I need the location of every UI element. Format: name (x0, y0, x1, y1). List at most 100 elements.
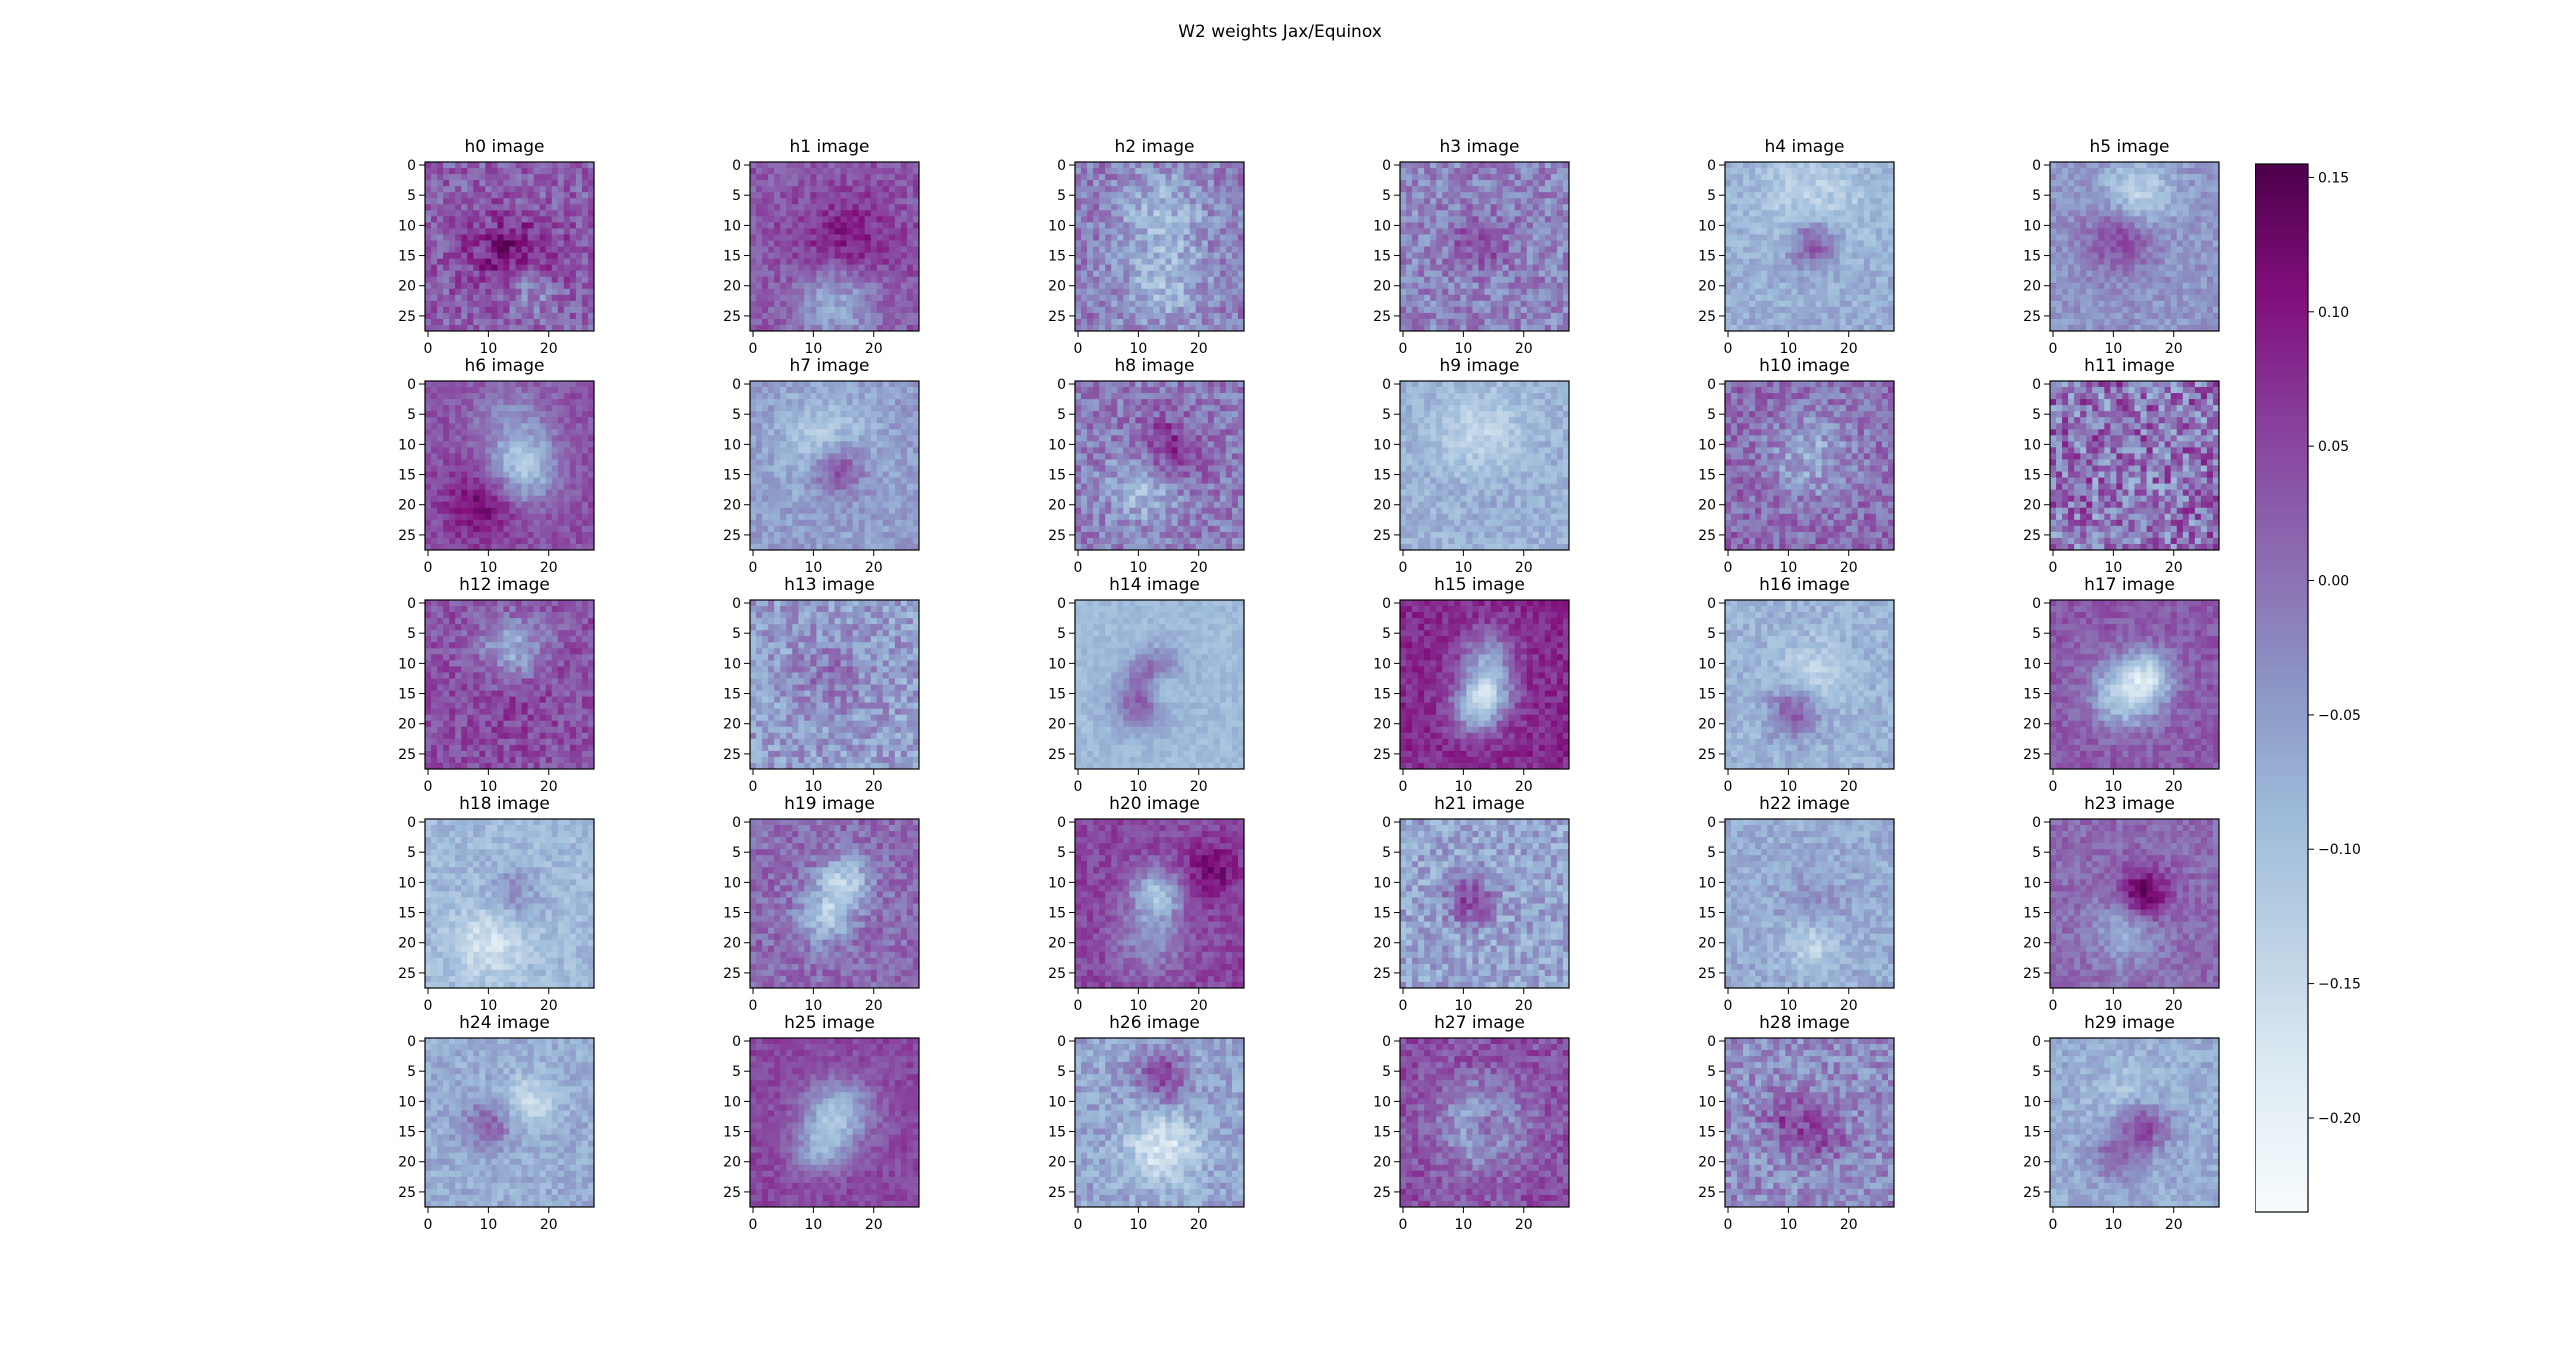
heatmap-cell (1111, 186, 1118, 193)
heatmap-cell (1159, 324, 1166, 332)
heatmap-cell (2116, 174, 2123, 181)
heatmap-cell (1845, 258, 1853, 266)
heatmap-cell (1087, 318, 1094, 326)
heatmap-cell (840, 234, 847, 241)
heatmap-cell (1117, 204, 1124, 211)
heatmap-cell (1725, 288, 1732, 296)
heatmap-cell (431, 216, 438, 223)
heatmap-cell (1887, 276, 1895, 284)
heatmap-cell (1189, 294, 1197, 302)
heatmap-cell (1400, 174, 1407, 181)
heatmap-cell (1183, 168, 1191, 175)
heatmap-cell (2194, 216, 2202, 223)
heatmap-cell (1087, 246, 1094, 253)
heatmap-cell (527, 387, 535, 394)
heatmap-cell (2068, 228, 2075, 235)
heatmap-cell (1460, 246, 1467, 253)
heatmap-cell (1219, 168, 1227, 175)
heatmap-cell (1556, 270, 1564, 278)
heatmap-cell (2164, 312, 2172, 320)
heatmap-cell (539, 288, 547, 296)
heatmap-cell (2170, 210, 2178, 217)
heatmap-cell (1111, 198, 1118, 205)
heatmap-cell (1147, 270, 1154, 278)
heatmap-cell (1815, 306, 1822, 314)
heatmap-cell (1207, 198, 1215, 205)
heatmap-cell (828, 294, 835, 302)
heatmap-cell (1556, 168, 1564, 175)
heatmap-cell (1556, 210, 1564, 217)
subplot-panel: 0 5 10 15 20 25 0 10 20 h5 image (2005, 138, 2245, 353)
heatmap-cell (1881, 216, 1889, 223)
heatmap-cell (1887, 252, 1895, 259)
heatmap-cell (864, 240, 872, 247)
y-tick-label: 0 (407, 158, 416, 174)
heatmap-cell (816, 198, 823, 205)
heatmap-cell (2152, 300, 2160, 308)
heatmap-cell (1225, 222, 1233, 229)
heatmap-cell (1099, 228, 1106, 235)
heatmap-cell (557, 174, 565, 181)
heatmap-cell (1875, 288, 1883, 296)
heatmap-cell (822, 192, 829, 199)
heatmap-cell (467, 192, 474, 199)
heatmap-cell (828, 300, 835, 308)
heatmap-cell (467, 294, 474, 302)
heatmap-cell (509, 174, 516, 181)
heatmap-cell (1219, 192, 1227, 199)
heatmap-cell (509, 399, 516, 406)
heatmap-cell (756, 246, 763, 253)
heatmap-cell (2158, 198, 2166, 205)
heatmap-cell (810, 192, 817, 199)
heatmap-cell (1496, 168, 1504, 175)
heatmap-cell (822, 180, 829, 187)
heatmap-cell (467, 186, 474, 193)
heatmap-cell (1171, 258, 1179, 266)
heatmap-cell (750, 240, 757, 247)
heatmap-cell (1189, 324, 1197, 332)
heatmap-cell (1099, 168, 1106, 175)
heatmap-cell (533, 405, 541, 412)
heatmap-cell (780, 186, 787, 193)
heatmap-cell (1466, 192, 1473, 199)
heatmap-cell (912, 252, 920, 259)
heatmap-cell (1785, 204, 1792, 211)
heatmap-cell (521, 381, 529, 388)
heatmap-cell (587, 318, 595, 326)
heatmap-cell (1093, 210, 1100, 217)
heatmap-cell (768, 270, 775, 278)
heatmap-cell (804, 264, 811, 272)
heatmap-cell (1773, 288, 1780, 296)
heatmap-cell (1809, 324, 1816, 332)
heatmap-cell (551, 192, 559, 199)
heatmap-cell (1526, 276, 1534, 284)
heatmap-cell (1177, 186, 1185, 193)
heatmap-cell (521, 288, 529, 296)
heatmap-cell (1472, 192, 1479, 199)
heatmap-cell (1195, 294, 1203, 302)
heatmap-cell (834, 276, 841, 284)
heatmap-cell (2200, 258, 2208, 266)
heatmap-cell (1809, 246, 1816, 253)
heatmap-cell (870, 222, 878, 229)
heatmap-cell (2068, 162, 2075, 169)
heatmap-cell (2092, 216, 2099, 223)
heatmap-cell (816, 162, 823, 169)
heatmap-cell (425, 288, 432, 296)
heatmap-cell (491, 222, 498, 229)
heatmap-cell (1556, 174, 1564, 181)
heatmap-cell (1809, 180, 1816, 187)
heatmap-cell (750, 282, 757, 290)
heatmap-cell (900, 306, 908, 314)
heatmap-cell (1851, 312, 1859, 320)
heatmap-cell (587, 387, 595, 394)
heatmap-cell (425, 198, 432, 205)
heatmap-cell (2170, 198, 2178, 205)
heatmap-cell (1207, 264, 1215, 272)
heatmap-cell (2068, 174, 2075, 181)
heatmap-cell (798, 276, 805, 284)
heatmap-cell (539, 387, 547, 394)
heatmap-cell (2116, 306, 2123, 314)
heatmap-cell (2176, 228, 2184, 235)
heatmap-cell (1803, 210, 1810, 217)
